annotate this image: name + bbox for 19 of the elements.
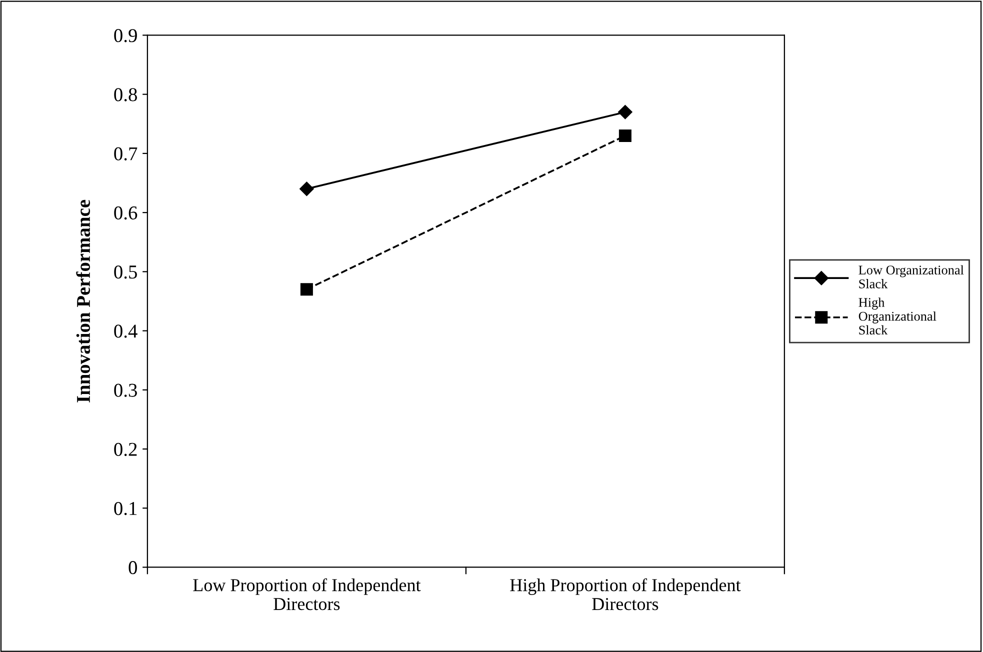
y-tick-label: 0.1 <box>114 502 137 516</box>
legend-label: Low Organizational Slack <box>858 265 964 288</box>
y-tick-label: 0.7 <box>114 147 138 160</box>
y-tick-label: 0.8 <box>114 88 137 102</box>
y-tick-label: 0.2 <box>114 442 137 456</box>
point <box>300 182 314 196</box>
point <box>618 104 632 120</box>
point <box>300 283 313 296</box>
y-tick-label: 0.3 <box>114 384 137 397</box>
y-tick-label: 0.4 <box>114 324 138 338</box>
y-tick-label: 0.5 <box>114 265 137 279</box>
x-tick-label: High Proportion of Independent Directors <box>510 578 741 610</box>
point <box>618 129 632 142</box>
x-tick-label: Low Proportion of Independent Directors <box>193 578 421 610</box>
y-tick-label: 0 <box>128 561 137 574</box>
y-axis-title: Innovation Performance <box>76 200 90 402</box>
legend-label: High Organizational Slack <box>858 298 936 335</box>
y-tick-label: 0.9 <box>114 29 137 42</box>
y-tick-label: 0.6 <box>114 206 138 220</box>
